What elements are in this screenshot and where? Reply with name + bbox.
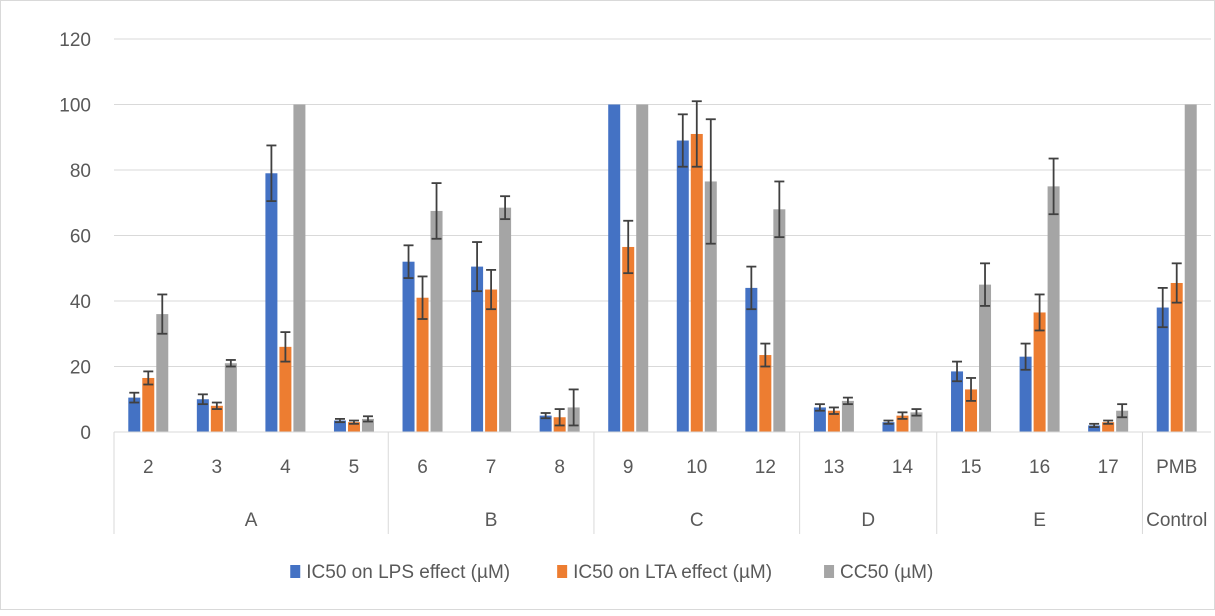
- legend-item: IC50 on LTA effect (µM): [557, 562, 772, 583]
- x-tick-label: 8: [554, 457, 565, 478]
- bar: [1170, 282, 1183, 432]
- axes: 0 20 40 60 80 100 120 2 3 4 5 6 7 8 9 10 12 13 14 15 16 17 PMB…: [59, 30, 1211, 534]
- legend-swatch: [557, 565, 568, 578]
- bar: [882, 422, 895, 432]
- bar: [196, 399, 209, 432]
- group-label: D: [861, 510, 875, 531]
- x-tick-label: 17: [1098, 457, 1119, 478]
- y-tick-label: 120: [59, 30, 91, 51]
- x-tick-label: 14: [892, 457, 914, 478]
- bar: [1047, 186, 1060, 432]
- bar: [128, 397, 141, 432]
- bar: [1184, 104, 1197, 432]
- x-tick-label: 3: [212, 457, 223, 478]
- y-tick-label: 0: [80, 423, 91, 444]
- bar: [827, 410, 840, 432]
- x-tick-label: 16: [1029, 457, 1050, 478]
- bar: [224, 363, 237, 432]
- bar: [759, 355, 772, 432]
- bar: [347, 422, 360, 432]
- group-label: Control: [1146, 510, 1207, 531]
- bar: [608, 104, 621, 432]
- bar: [1088, 425, 1101, 432]
- error-bars: [129, 100, 1182, 428]
- group-label: C: [690, 510, 704, 531]
- bar: [402, 261, 415, 432]
- x-tick-label: 15: [960, 457, 981, 478]
- bar: [910, 412, 923, 432]
- x-tick-label: 9: [623, 457, 634, 478]
- x-tick-label: 13: [823, 457, 844, 478]
- bar: [676, 140, 689, 432]
- bar: [1102, 422, 1115, 432]
- legend-swatch: [824, 565, 835, 578]
- bars: [128, 104, 1197, 432]
- y-tick-label: 80: [70, 161, 91, 182]
- bar: [539, 415, 552, 432]
- bar: [979, 284, 992, 432]
- bar: [841, 400, 854, 432]
- x-tick-label: 4: [280, 457, 291, 478]
- legend-label: IC50 on LTA effect (µM): [573, 562, 772, 583]
- bar: [636, 104, 649, 432]
- bar: [1116, 410, 1129, 432]
- legend-swatch: [290, 565, 301, 578]
- group-label: E: [1033, 510, 1046, 531]
- x-tick-label: 6: [417, 457, 428, 478]
- x-tick-label: 2: [143, 457, 154, 478]
- legend-label: CC50 (µM): [840, 562, 933, 583]
- bar: [1033, 312, 1046, 432]
- bar: [690, 133, 703, 432]
- y-tick-label: 60: [70, 227, 91, 248]
- bar: [156, 314, 169, 432]
- bar: [142, 377, 155, 432]
- x-tick-label: 12: [755, 457, 776, 478]
- bar: [210, 405, 223, 432]
- gridlines: [114, 38, 1211, 367]
- bar: [471, 266, 484, 432]
- bar: [499, 207, 512, 432]
- bar: [773, 209, 786, 432]
- legend: IC50 on LPS effect (µM) IC50 on LTA effec…: [290, 562, 933, 583]
- bar: [333, 420, 346, 432]
- legend-label: IC50 on LPS effect (µM): [306, 562, 510, 583]
- bar: [416, 297, 429, 432]
- bar: [745, 287, 758, 432]
- bar: [430, 210, 443, 432]
- bar: [265, 173, 278, 432]
- group-label: A: [245, 510, 258, 531]
- bar: [1156, 307, 1169, 432]
- y-tick-label: 100: [59, 96, 91, 117]
- bar: [622, 246, 635, 432]
- legend-item: IC50 on LPS effect (µM): [290, 562, 510, 583]
- bar: [951, 371, 964, 432]
- y-tick-label: 20: [70, 358, 91, 379]
- bar: [813, 407, 826, 432]
- bar: [279, 346, 292, 432]
- x-tick-label: 10: [686, 457, 707, 478]
- x-tick-label: PMB: [1156, 457, 1197, 478]
- bar: [485, 289, 498, 432]
- bar: [293, 104, 306, 432]
- legend-item: CC50 (µM): [824, 562, 933, 583]
- x-tick-label: 5: [349, 457, 360, 478]
- y-tick-label: 40: [70, 292, 91, 313]
- bar: [1019, 356, 1032, 432]
- x-tick-label: 7: [486, 457, 497, 478]
- group-label: B: [485, 510, 498, 531]
